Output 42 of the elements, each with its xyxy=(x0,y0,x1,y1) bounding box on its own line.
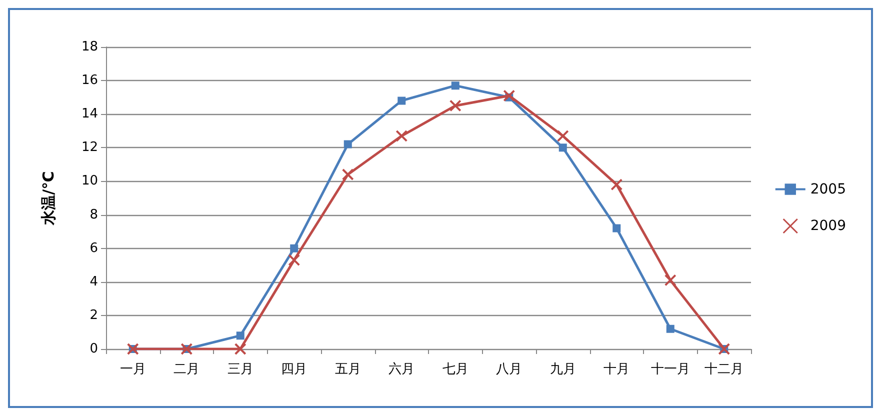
y-tick-label: 12 xyxy=(81,140,98,156)
point xyxy=(344,140,352,148)
x-tick-label: 十月 xyxy=(604,362,630,377)
y-tick-label: 16 xyxy=(81,73,98,88)
y-axis-title: 水温/℃ xyxy=(40,171,58,226)
y-tick-label: 14 xyxy=(81,106,98,122)
x-tick-label: 三月 xyxy=(227,362,254,377)
point xyxy=(236,332,244,340)
x-tick-label: 一月 xyxy=(120,362,146,377)
x-tick-label: 五月 xyxy=(334,362,361,377)
y-tick-label: 4 xyxy=(90,274,98,290)
y-tick-label: 10 xyxy=(81,174,98,189)
point xyxy=(503,90,516,102)
point xyxy=(234,343,246,355)
point xyxy=(612,224,621,232)
x-tick-label: 六月 xyxy=(388,362,415,377)
point xyxy=(610,178,623,191)
x-tick-label: 十二月 xyxy=(704,362,744,377)
point xyxy=(558,144,567,152)
y-tick-label: 2 xyxy=(90,308,98,323)
y-tick-label: 8 xyxy=(90,207,98,222)
point xyxy=(398,96,406,105)
x-tick-label: 十一月 xyxy=(650,362,690,377)
point xyxy=(290,244,298,252)
point xyxy=(666,324,674,333)
y-tick-label: 18 xyxy=(81,40,98,54)
x-tick-label: 四月 xyxy=(281,362,308,377)
y-tick-label: 0 xyxy=(90,342,98,356)
x-tick-label: 二月 xyxy=(174,362,200,377)
x-tick-label: 八月 xyxy=(496,362,522,377)
x-tick-label: 七月 xyxy=(442,362,468,377)
legend-label: 2009 xyxy=(810,218,846,234)
point xyxy=(451,82,460,90)
point xyxy=(342,168,354,181)
x-tick-label: 九月 xyxy=(550,362,576,377)
point xyxy=(449,100,462,112)
point xyxy=(556,130,569,142)
point xyxy=(396,130,408,142)
point xyxy=(664,274,676,286)
point xyxy=(288,254,300,266)
y-tick-label: 6 xyxy=(90,240,98,256)
legend-label: 2005 xyxy=(810,181,846,198)
